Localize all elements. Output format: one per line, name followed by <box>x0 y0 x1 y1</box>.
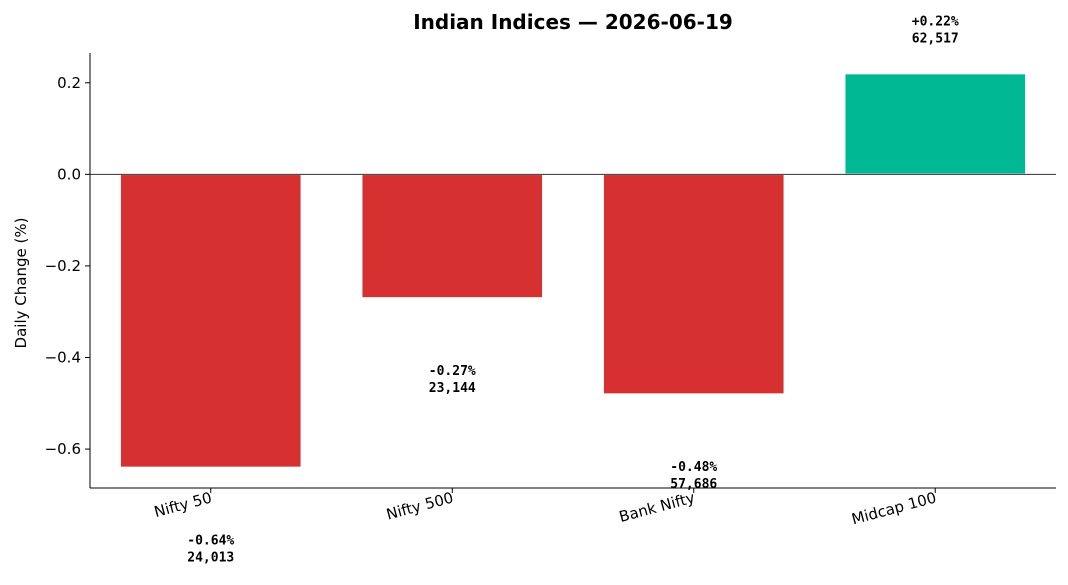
y-tick-label: −0.4 <box>45 349 81 367</box>
bar-nifty-50 <box>119 173 303 469</box>
data-label-change: -0.27% <box>429 364 476 379</box>
bar-nifty-500 <box>360 173 544 299</box>
x-tick-label: Nifty 500 <box>384 488 455 523</box>
y-axis-label: Daily Change (%) <box>12 218 30 349</box>
y-tick-label: −0.6 <box>45 440 81 458</box>
plot-area: 0.2 0.0 −0.2 −0.4 −0.6 Nifty 50 Nifty 500 Bank … <box>45 15 1056 565</box>
x-tick-label: Nifty 50 <box>152 488 214 521</box>
y-tick-label: −0.2 <box>45 257 81 275</box>
x-tick-label: Bank Nifty <box>617 488 697 526</box>
data-label-price: 62,517 <box>912 32 959 47</box>
data-label-change: -0.48% <box>670 460 717 475</box>
bar-bank-nifty <box>602 173 786 395</box>
chart-title: Indian Indices — 2026-06-19 <box>413 10 733 34</box>
data-label-price: 57,686 <box>670 477 717 492</box>
data-label-price: 23,144 <box>429 381 476 396</box>
bar-midcap-100 <box>843 72 1027 176</box>
data-label-price: 24,013 <box>187 550 234 565</box>
data-label-change: -0.64% <box>187 533 234 548</box>
y-tick-label: 0.2 <box>57 74 81 92</box>
y-tick-label: 0.0 <box>57 165 81 183</box>
data-label-change: +0.22% <box>912 15 959 30</box>
x-tick-label: Midcap 100 <box>850 488 939 528</box>
